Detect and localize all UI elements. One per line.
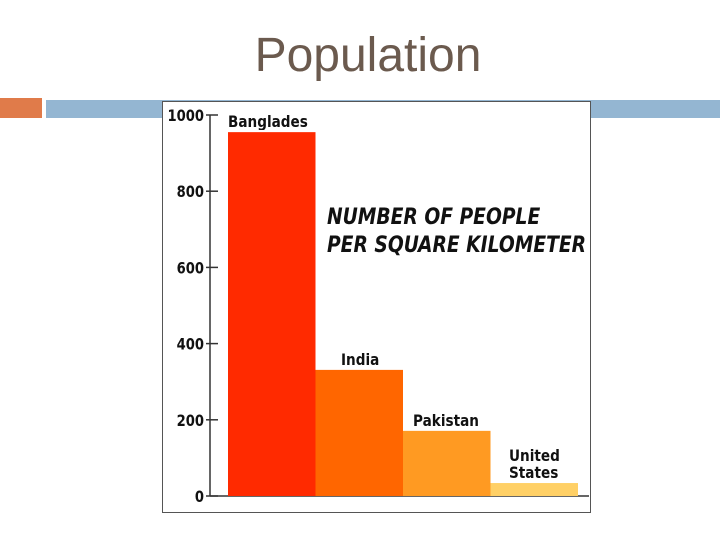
- bar: [490, 483, 578, 496]
- y-tick-label: 0: [195, 488, 204, 507]
- y-tick-label: 800: [177, 183, 204, 202]
- y-tick-label: 600: [177, 259, 204, 278]
- bar: [228, 132, 316, 496]
- category-label-box: Pakistan: [413, 410, 479, 429]
- y-tick-label: 200: [177, 412, 204, 431]
- category-label: Bangladesh: [228, 112, 308, 131]
- chart-title: PER SQUARE KILOMETER: [327, 232, 586, 258]
- y-tick-label: 1000: [167, 107, 204, 126]
- category-label-box: India: [340, 349, 379, 368]
- accent-bar: [0, 98, 42, 118]
- category-label: India: [340, 349, 379, 368]
- category-label: Pakistan: [413, 410, 479, 429]
- slide-title: Population: [254, 29, 482, 82]
- category-label-box: United States: [508, 446, 560, 482]
- bar: [315, 369, 403, 496]
- category-label-box: Bangladesh: [228, 112, 308, 131]
- bar: [403, 430, 491, 496]
- category-label: United States: [508, 446, 560, 482]
- y-tick-label: 400: [177, 335, 204, 354]
- chart-title: NUMBER OF PEOPLE: [327, 204, 540, 230]
